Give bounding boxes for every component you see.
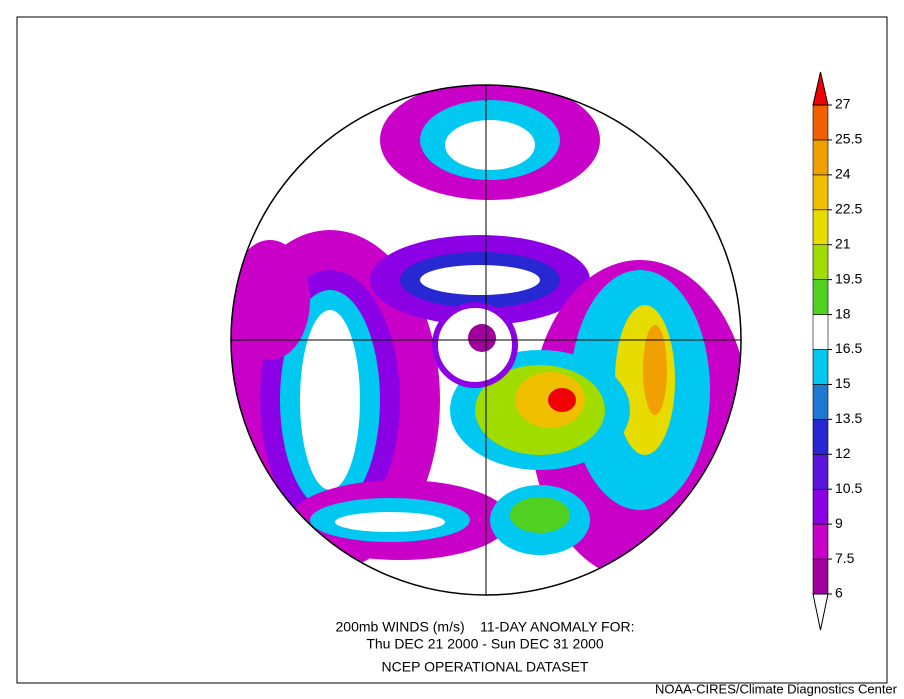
map-border <box>230 84 742 596</box>
colorbar-band <box>812 314 829 350</box>
colorbar-band <box>812 558 829 595</box>
colorbar-band <box>812 349 829 385</box>
caption-line: 200mb WINDS (m/s) 11-DAY ANOMALY FOR: <box>336 619 635 635</box>
colorbar-arrow-high <box>812 71 829 106</box>
colorbar-tick-label: 9 <box>835 515 843 531</box>
colorbar-tick-label: 6 <box>835 585 843 601</box>
colorbar-band <box>812 384 829 420</box>
credit: NOAA-CIRES/Climate Diagnostics Center <box>655 681 898 696</box>
colorbar-tick-label: 16.5 <box>835 340 862 356</box>
colorbar-tick-label: 19.5 <box>835 270 862 286</box>
colorbar-tick-label: 25.5 <box>835 131 862 147</box>
colorbar: 6 7.5 9 10.5 12 13.5 15 16.5 18 19.5 21 22.5 24 25.5 2… <box>812 71 862 631</box>
caption-line: Thu DEC 21 2000 - Sun DEC 31 2000 <box>366 636 604 652</box>
colorbar-tick-label: 15 <box>835 375 851 391</box>
colorbar-band <box>812 244 829 280</box>
colorbar-tick-label: 27 <box>835 96 851 112</box>
colorbar-band <box>812 279 829 315</box>
colorbar-band <box>812 453 829 490</box>
colorbar-tick-label: 21 <box>835 235 851 251</box>
colorbar-tick-label: 22.5 <box>835 200 862 216</box>
colorbar-band <box>812 174 829 211</box>
caption-line: NCEP OPERATIONAL DATASET <box>382 659 589 675</box>
colorbar-band <box>812 104 829 141</box>
colorbar-tick-label: 7.5 <box>835 550 855 566</box>
colorbar-tick-label: 10.5 <box>835 480 862 496</box>
colorbar-tick-label: 13.5 <box>835 410 862 426</box>
colorbar-tick-label: 24 <box>835 166 851 182</box>
colorbar-tick-label: 18 <box>835 305 851 321</box>
polar-map <box>231 85 741 595</box>
colorbar-band <box>812 419 829 455</box>
colorbar-band <box>812 209 829 246</box>
colorbar-tick-label: 12 <box>835 445 851 461</box>
colorbar-band <box>812 488 829 525</box>
colorbar-band <box>812 139 829 176</box>
colorbar-band <box>812 523 829 560</box>
